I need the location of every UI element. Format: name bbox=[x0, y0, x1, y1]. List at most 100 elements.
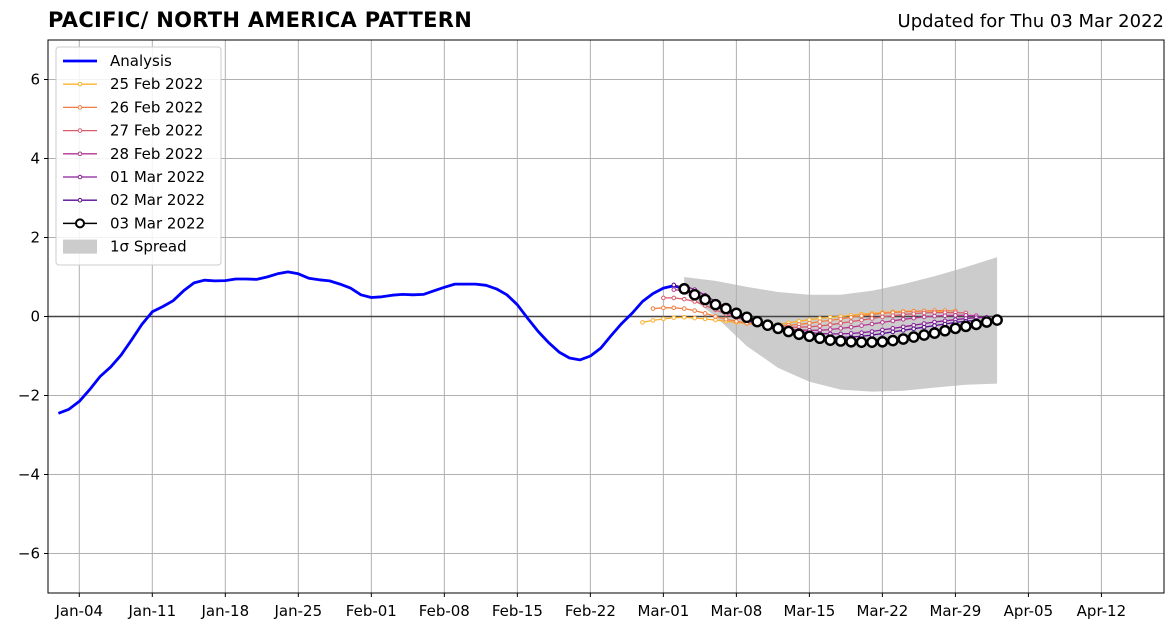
forecast-point bbox=[960, 320, 972, 333]
forecast-point bbox=[848, 319, 854, 324]
forecast-point bbox=[848, 324, 854, 330]
forecast-point bbox=[838, 316, 843, 322]
forecast-point bbox=[991, 314, 1003, 326]
forecast-point bbox=[953, 313, 958, 318]
x-tick-label: Mar-01 bbox=[637, 602, 689, 620]
forecast-point bbox=[772, 322, 784, 335]
forecast-point bbox=[671, 295, 677, 301]
forecast-point bbox=[782, 325, 795, 338]
legend-label: 25 Feb 2022 bbox=[110, 75, 203, 93]
forecast-point bbox=[949, 322, 962, 335]
forecast-point bbox=[702, 311, 708, 316]
forecast-point bbox=[900, 328, 906, 333]
forecast-point bbox=[890, 318, 896, 324]
forecast-point bbox=[723, 316, 729, 322]
updated-date: Updated for Thu 03 Mar 2022 bbox=[897, 11, 1164, 32]
forecast-point bbox=[730, 307, 743, 320]
legend-item-analysis: Analysis bbox=[63, 52, 172, 70]
legend-marker bbox=[77, 197, 83, 203]
forecast-point bbox=[921, 310, 927, 316]
legend-swatch bbox=[63, 239, 97, 254]
forecast-point bbox=[911, 326, 916, 332]
legend-item-f0226: 26 Feb 2022 bbox=[63, 98, 203, 116]
forecast-point bbox=[907, 331, 920, 343]
forecast-point bbox=[970, 318, 983, 331]
forecast-point bbox=[661, 295, 666, 301]
y-tick-label: 4 bbox=[30, 150, 40, 168]
legend-item-f0302: 02 Mar 2022 bbox=[63, 191, 205, 209]
forecast-point bbox=[713, 314, 718, 319]
forecast-point bbox=[921, 314, 927, 320]
x-tick-label: Jan-18 bbox=[200, 602, 249, 620]
x-tick-label: Mar-29 bbox=[929, 602, 981, 620]
forecast-point bbox=[838, 320, 843, 326]
forecast-point bbox=[692, 315, 697, 321]
legend-item-f0303: 03 Mar 2022 bbox=[63, 214, 205, 232]
forecast-point bbox=[911, 311, 916, 317]
legend-marker bbox=[77, 151, 83, 157]
forecast-point bbox=[900, 316, 906, 322]
forecast-point bbox=[661, 316, 666, 322]
forecast-point bbox=[827, 318, 833, 323]
y-tick-label: 0 bbox=[30, 308, 40, 326]
forecast-point bbox=[880, 314, 885, 320]
forecast-point bbox=[859, 313, 864, 319]
forecast-point bbox=[671, 282, 677, 288]
forecast-point bbox=[671, 315, 677, 320]
legend-item-spread: 1σ Spread bbox=[63, 238, 187, 256]
forecast-point bbox=[661, 305, 666, 311]
forecast-point bbox=[671, 287, 677, 292]
series-f0303 bbox=[678, 283, 1003, 348]
legend-item-f0225: 25 Feb 2022 bbox=[63, 75, 203, 93]
forecast-point bbox=[932, 323, 937, 328]
forecast-point bbox=[824, 334, 837, 347]
x-tick-label: Jan-04 bbox=[54, 602, 103, 620]
forecast-point bbox=[855, 336, 868, 348]
forecast-point bbox=[827, 327, 833, 332]
y-tick-label: 6 bbox=[30, 71, 40, 89]
x-tick-label: Mar-22 bbox=[856, 602, 908, 620]
forecast-point bbox=[681, 296, 687, 302]
forecast-point bbox=[709, 298, 722, 311]
forecast-point bbox=[640, 320, 645, 325]
plot-frame bbox=[47, 39, 1165, 594]
forecast-point bbox=[814, 332, 826, 345]
forecast-point bbox=[880, 320, 885, 325]
forecast-point bbox=[980, 316, 993, 328]
forecast-point bbox=[876, 335, 889, 348]
forecast-point bbox=[681, 314, 687, 320]
legend-marker bbox=[77, 174, 83, 180]
x-tick-label: Jan-11 bbox=[127, 602, 176, 620]
legend-label: 03 Mar 2022 bbox=[110, 214, 205, 232]
forecast-point bbox=[921, 324, 927, 330]
x-tick-label: Jan-25 bbox=[274, 602, 323, 620]
axes-layer: Jan-04 Jan-11 Jan-18 Jan-25 Feb-01 Feb-08 Feb-… bbox=[18, 39, 1165, 620]
forecast-point bbox=[751, 315, 764, 328]
legend-marker bbox=[77, 105, 83, 110]
forecast-point bbox=[681, 306, 687, 311]
forecast-point bbox=[918, 329, 930, 341]
forecast-point bbox=[848, 314, 854, 320]
y-tick-label: −2 bbox=[18, 387, 40, 405]
forecast-point bbox=[859, 323, 864, 328]
forecast-point bbox=[671, 305, 677, 311]
legend-label: 01 Mar 2022 bbox=[110, 168, 205, 186]
x-tick-label: Apr-12 bbox=[1077, 602, 1127, 620]
x-tick-label: Apr-05 bbox=[1004, 602, 1054, 620]
forecast-point bbox=[887, 334, 899, 347]
legend-label: 27 Feb 2022 bbox=[110, 122, 203, 140]
forecast-point bbox=[880, 331, 885, 336]
forecast-point bbox=[720, 302, 732, 315]
forecast-point bbox=[890, 329, 896, 335]
x-tick-label: Feb-01 bbox=[346, 602, 397, 620]
forecast-point bbox=[793, 328, 805, 341]
forecast-point bbox=[838, 326, 843, 331]
legend-item-f0301: 01 Mar 2022 bbox=[63, 168, 205, 186]
forecast-point bbox=[817, 323, 823, 329]
legend-item-f0228: 28 Feb 2022 bbox=[63, 145, 203, 163]
x-tick-label: Feb-15 bbox=[492, 602, 543, 620]
legend-marker bbox=[75, 218, 85, 229]
analysis-line bbox=[57, 270, 685, 415]
y-tick-label: 2 bbox=[30, 229, 40, 247]
